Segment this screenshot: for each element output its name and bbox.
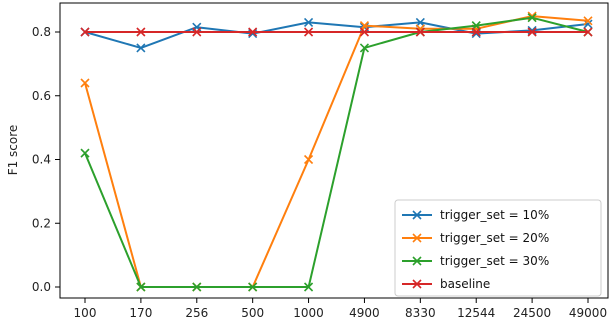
y-tick-label: 0.8	[32, 25, 51, 39]
legend-label: baseline	[440, 277, 490, 291]
x-tick-label: 12544	[457, 306, 495, 320]
legend: trigger_set = 10% trigger_set = 20% trigge…	[394, 199, 602, 297]
y-tick-label: 0.0	[32, 280, 51, 294]
data-point	[192, 282, 202, 292]
x-tick-label: 256	[185, 306, 208, 320]
data-point	[136, 27, 146, 37]
data-point	[192, 27, 202, 37]
x-tick-label: 8330	[405, 306, 436, 320]
x-tick-label: 100	[74, 306, 97, 320]
data-point	[136, 43, 146, 53]
data-point	[471, 27, 481, 37]
x-tick-label: 1000	[293, 306, 324, 320]
legend-item: trigger_set = 10%	[402, 208, 549, 222]
y-tick-label: 0.4	[32, 153, 51, 167]
data-point	[248, 27, 258, 37]
series-line	[84, 16, 589, 288]
data-point	[248, 282, 258, 292]
series-layer	[80, 11, 593, 292]
data-point	[527, 27, 537, 37]
legend-label: trigger_set = 30%	[440, 254, 549, 268]
data-point	[359, 43, 370, 53]
x-tick-label: 500	[241, 306, 264, 320]
x-tick-label: 170	[129, 306, 152, 320]
data-point	[80, 27, 90, 37]
data-point	[527, 13, 537, 23]
data-point	[527, 25, 537, 35]
x-tick-label: 49000	[569, 306, 607, 320]
data-point	[80, 78, 90, 88]
y-axis-label: F1 score	[6, 125, 20, 176]
legend-item: trigger_set = 30%	[402, 254, 549, 268]
legend-item: baseline	[402, 277, 490, 291]
data-point	[583, 16, 593, 26]
data-point	[248, 29, 258, 39]
legend-label: trigger_set = 10%	[440, 208, 549, 222]
y-tick-label: 0.6	[32, 89, 51, 103]
data-point	[136, 282, 146, 292]
x-tick-label: 24500	[513, 306, 551, 320]
data-point	[80, 148, 90, 158]
data-point	[303, 27, 314, 37]
y-axis: 0.0 0.2 0.4 0.6 0.8	[32, 25, 60, 294]
data-point	[583, 27, 593, 37]
legend-label: trigger_set = 20%	[440, 231, 549, 245]
data-point	[303, 282, 314, 292]
data-point	[359, 27, 370, 37]
data-point	[303, 17, 314, 28]
x-tick-label: 4900	[349, 306, 380, 320]
series-4	[80, 27, 593, 37]
data-point	[415, 27, 425, 37]
legend-item: trigger_set = 20%	[402, 231, 549, 245]
data-point	[303, 154, 314, 165]
legend-box	[394, 199, 602, 297]
y-tick-label: 0.2	[32, 216, 51, 230]
x-axis: 100 170 256 500 1000 4900 8330 12544 24500 49000	[74, 298, 607, 320]
